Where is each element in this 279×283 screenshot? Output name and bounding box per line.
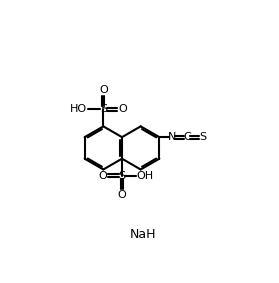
Text: O: O: [99, 85, 108, 95]
Text: S: S: [199, 132, 206, 142]
Text: C: C: [183, 132, 191, 142]
Text: O: O: [118, 104, 127, 114]
Text: HO: HO: [70, 104, 87, 114]
Text: OH: OH: [137, 171, 154, 181]
Text: O: O: [118, 190, 126, 200]
Text: S: S: [119, 171, 126, 181]
Text: S: S: [100, 104, 107, 114]
Text: NaH: NaH: [129, 228, 156, 241]
Text: N: N: [167, 132, 176, 142]
Text: O: O: [98, 171, 107, 181]
